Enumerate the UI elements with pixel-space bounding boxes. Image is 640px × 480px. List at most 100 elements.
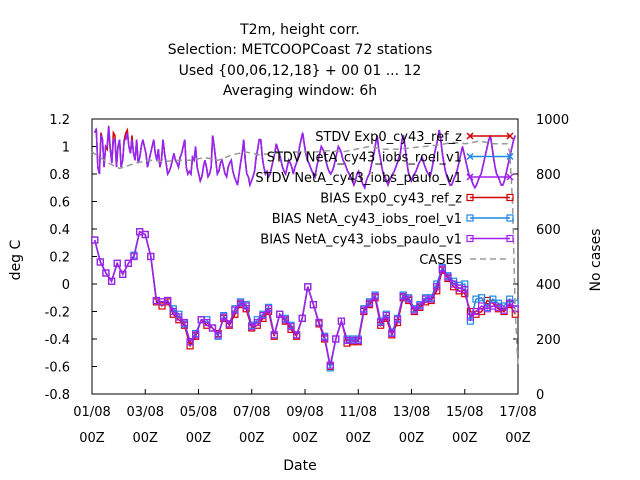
legend-label: BIAS NetA_cy43_iobs_roel_v1 (272, 212, 462, 227)
data-point (478, 294, 486, 302)
axis-ticks (91, 118, 519, 395)
y-tick-label: 0.2 (49, 251, 70, 266)
data-point (130, 252, 138, 261)
legend-marker (466, 193, 474, 202)
legend-marker (466, 152, 474, 161)
legend: STDV Exp0_cy43_ref_z STDV NetA_cy43_iobs_… (255, 130, 514, 268)
data-point (438, 265, 446, 273)
data-point (214, 331, 222, 339)
data-point (259, 312, 267, 320)
data-point (410, 306, 418, 314)
y-tick-label: 0.4 (49, 223, 70, 238)
legend-marker (466, 173, 474, 181)
y2-tick-label: 600 (536, 223, 561, 238)
data-point (248, 323, 256, 331)
data-point (377, 318, 385, 327)
data-point (276, 310, 284, 318)
data-point (164, 296, 172, 305)
x-tick-label-hour: 00Z (292, 431, 318, 446)
x-tick-label-date: 07/08 (233, 405, 270, 420)
series-layer (91, 125, 519, 372)
title-line-1: T2m, height corr. (239, 22, 360, 38)
data-point (141, 230, 149, 239)
data-point (449, 280, 458, 288)
y-tick-label: -0.6 (45, 361, 70, 376)
data-point (354, 336, 362, 344)
x-tick-label-date: 09/08 (286, 405, 323, 420)
x-tick-label-hour: 00Z (452, 431, 478, 446)
data-point (192, 331, 200, 339)
legend-label: BIAS NetA_cy43_iobs_paulo_v1 (260, 233, 462, 248)
data-point (96, 258, 104, 266)
x-tick-label-hour: 00Z (505, 431, 531, 446)
data-point (309, 301, 318, 309)
y2-tick-label: 200 (536, 333, 561, 348)
tick-labels: -0.8 -0.6 -0.4 -0.2 0 0.2 0.4 0.6 0.8 1 1.2 0 200 400… (45, 113, 569, 446)
legend-marker (506, 193, 514, 202)
y-tick-label: 1 (62, 141, 70, 156)
data-point (382, 312, 390, 320)
data-point (416, 302, 424, 310)
x-tick-label-date: 03/08 (127, 405, 164, 420)
legend-marker (506, 152, 514, 161)
data-point (466, 313, 474, 321)
data-point (203, 318, 211, 327)
data-point (506, 295, 514, 303)
legend-label: BIAS Exp0_cy43_ref_z (320, 192, 462, 207)
x-tick-label-hour: 00Z (346, 431, 372, 446)
data-point (326, 361, 334, 369)
x-tick-label-date: 17/08 (499, 405, 536, 420)
data-point (220, 313, 228, 321)
y-tick-label: 0.6 (49, 196, 70, 211)
data-point (119, 270, 127, 278)
data-point (506, 299, 514, 307)
data-point (304, 283, 312, 291)
data-point (147, 252, 155, 261)
chart-title: T2m, height corr. Selection: METCOOPCoas… (168, 22, 433, 99)
data-point (433, 283, 441, 291)
legend-label: STDV Exp0_cy43_ref_z (315, 130, 462, 145)
data-point (360, 306, 368, 314)
x-tick-label-date: 13/08 (393, 405, 430, 420)
data-point (292, 331, 301, 339)
title-line-4: Averaging window: 6h (223, 83, 377, 99)
y2-tick-label: 0 (536, 388, 544, 403)
data-point (91, 236, 99, 244)
data-point (321, 334, 329, 342)
y-tick-label: 0 (62, 278, 70, 293)
legend-label: CASES (419, 253, 462, 268)
data-point (231, 306, 239, 314)
data-point (298, 314, 306, 322)
data-point (124, 259, 132, 267)
data-point (180, 318, 189, 327)
data-point (337, 317, 346, 325)
series-5 (91, 228, 519, 369)
y2-tick-label: 1000 (536, 113, 569, 128)
y-tick-label: 0.8 (49, 168, 70, 183)
data-point (186, 338, 194, 346)
data-point (466, 317, 474, 325)
x-axis-label: Date (283, 458, 316, 474)
y-tick-label: -0.4 (45, 333, 70, 348)
data-point (500, 306, 508, 314)
legend-marker (466, 132, 474, 140)
data-point (444, 273, 452, 281)
legend-marker (506, 173, 514, 181)
x-tick-label-hour: 00Z (399, 431, 425, 446)
legend-marker (506, 234, 514, 243)
x-tick-label-date: 01/08 (73, 405, 110, 420)
data-point (332, 335, 340, 343)
legend-label: STDV NetA_cy43_iobs_roel_v1 (267, 151, 462, 166)
data-point (225, 320, 233, 328)
x-tick-label-date: 11/08 (340, 405, 377, 420)
series-line (91, 140, 519, 367)
data-point (264, 305, 273, 313)
data-point (388, 329, 396, 338)
data-point (287, 323, 295, 331)
series-2 (94, 125, 516, 190)
legend-marker (466, 214, 474, 222)
y2-tick-label: 400 (536, 278, 561, 293)
data-point (253, 318, 261, 327)
x-tick-label-hour: 00Z (186, 431, 212, 446)
data-point (175, 313, 183, 321)
